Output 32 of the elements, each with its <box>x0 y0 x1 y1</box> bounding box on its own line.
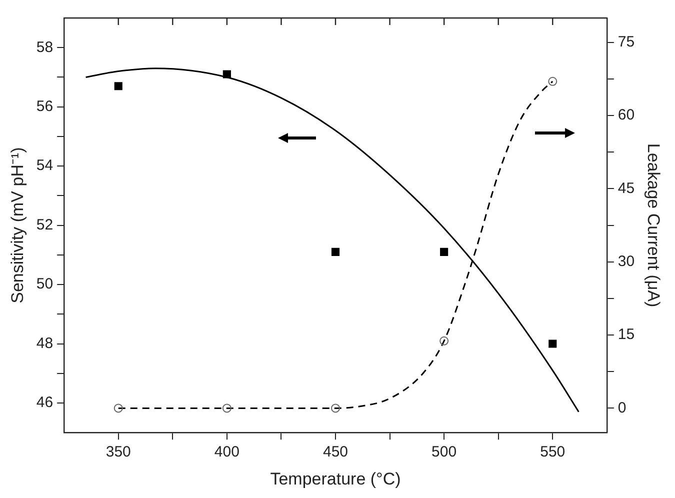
point <box>114 82 122 90</box>
point <box>331 248 340 256</box>
y-tick-label: 56 <box>36 98 54 115</box>
x-axis-title: Temperature (°C) <box>270 469 401 488</box>
x-tick-label: 400 <box>214 444 240 461</box>
point <box>548 340 557 348</box>
point <box>548 76 558 86</box>
point <box>440 248 448 256</box>
y2-tick-label: 0 <box>618 399 626 416</box>
y-tick-label: 46 <box>36 394 54 412</box>
y2-tick-label: 75 <box>618 34 635 51</box>
y-tick-label: 58 <box>36 38 54 56</box>
y-tick-label: 54 <box>36 157 54 174</box>
y2-axis-title: Leakage Current (μA) <box>644 143 664 308</box>
point <box>222 404 232 413</box>
point <box>222 70 231 78</box>
y2-tick-label: 45 <box>618 180 635 197</box>
y-tick-label: 50 <box>36 276 54 293</box>
point <box>440 336 449 346</box>
point <box>114 404 123 413</box>
y-tick-label: 52 <box>36 216 54 234</box>
line-series <box>85 68 580 413</box>
y2-tick-label: 15 <box>618 326 635 344</box>
x-tick-label: 450 <box>322 444 348 461</box>
x-tick-label: 500 <box>432 444 457 461</box>
y2-tick-label: 30 <box>618 253 635 270</box>
x-tick-label: 550 <box>540 444 566 461</box>
x-tick-label: 350 <box>106 444 131 461</box>
y2-tick-label: 60 <box>618 106 635 124</box>
point <box>331 404 340 413</box>
y-axis-title: Sensitivity (mV pH⁻¹) <box>8 147 27 304</box>
y-tick-label: 48 <box>36 334 54 352</box>
